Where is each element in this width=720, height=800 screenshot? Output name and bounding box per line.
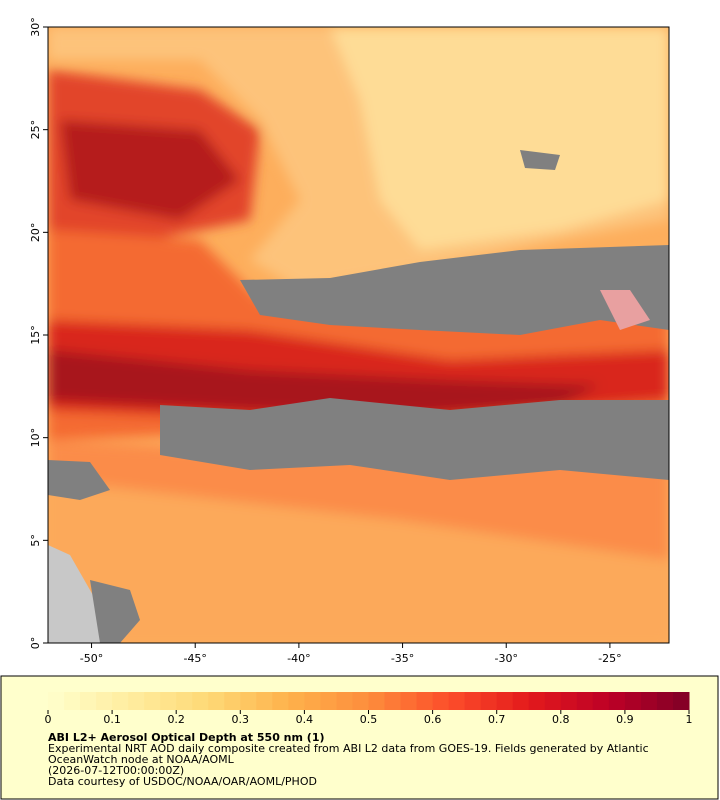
colorbar-step xyxy=(368,692,386,710)
colorbar-step xyxy=(656,692,674,710)
colorbar-tick-label: 1 xyxy=(686,713,693,726)
colorbar-step xyxy=(432,692,450,710)
colorbar-step xyxy=(640,692,658,710)
colorbar-step xyxy=(592,692,610,710)
colorbar-step xyxy=(336,692,353,710)
y-tick-label: 20° xyxy=(29,223,42,243)
colorbar-tick-label: 0.8 xyxy=(552,713,570,726)
colorbar-step xyxy=(480,692,498,710)
colorbar-step xyxy=(80,692,97,710)
colorbar-step xyxy=(272,692,289,710)
colorbar-step xyxy=(64,692,81,710)
colorbar-step xyxy=(464,692,482,710)
y-tick-label: 25° xyxy=(29,120,42,140)
colorbar-step xyxy=(304,692,321,710)
colorbar-step xyxy=(528,692,546,710)
colorbar-tick-label: 0.5 xyxy=(360,713,378,726)
x-tick-label: -25° xyxy=(598,652,621,665)
colorbar-step xyxy=(416,692,434,710)
colorbar-step xyxy=(320,692,337,710)
y-tick-label: 15° xyxy=(29,325,42,345)
caption-date: (2026-07-12T00:00:00Z) xyxy=(48,764,185,777)
colorbar-tick-label: 0.2 xyxy=(167,713,185,726)
colorbar-step xyxy=(496,692,514,710)
colorbar-step xyxy=(576,692,594,710)
colorbar-step xyxy=(384,692,402,710)
x-tick-label: -45° xyxy=(183,652,206,665)
y-tick-label: 30° xyxy=(29,17,42,37)
colorbar-tick-label: 0.6 xyxy=(424,713,442,726)
caption: ABI L2+ Aerosol Optical Depth at 550 nm … xyxy=(48,732,698,787)
colorbar-step xyxy=(144,692,161,710)
colorbar-step xyxy=(400,692,418,710)
colorbar-step xyxy=(608,692,626,710)
colorbar-step xyxy=(208,692,225,710)
axes: -50° -45° -40° -35° -30° -25° 0° 5° 10° 15° 20° 25°… xyxy=(29,17,693,726)
caption-description: Experimental NRT AOD daily composite cre… xyxy=(48,742,649,766)
colorbar-tick-label: 0.4 xyxy=(296,713,314,726)
colorbar-step xyxy=(192,692,209,710)
colorbar-step xyxy=(544,692,562,710)
colorbar-step xyxy=(128,692,145,710)
colorbar-step xyxy=(48,692,65,710)
colorbar-step xyxy=(672,692,690,710)
colorbar-tick-label: 0.7 xyxy=(488,713,506,726)
colorbar-tick-label: 0.9 xyxy=(616,713,634,726)
x-tick-label: -50° xyxy=(80,652,103,665)
x-tick-label: -35° xyxy=(391,652,414,665)
colorbar-step xyxy=(96,692,113,710)
caption-credit: Data courtesy of USDOC/NOAA/OAR/AOML/PHO… xyxy=(48,775,317,788)
caption-title: ABI L2+ Aerosol Optical Depth at 550 nm … xyxy=(48,731,325,744)
colorbar-step xyxy=(256,692,273,710)
colorbar-step xyxy=(560,692,578,710)
colorbar-step xyxy=(512,692,530,710)
colorbar-step xyxy=(624,692,642,710)
colorbar-step xyxy=(224,692,241,710)
colorbar-step xyxy=(160,692,177,710)
y-tick-label: 0° xyxy=(29,637,42,650)
aod-field xyxy=(48,27,669,643)
colorbar-tick-label: 0 xyxy=(45,713,52,726)
colorbar-step xyxy=(176,692,193,710)
colorbar-step xyxy=(112,692,129,710)
y-tick-label: 10° xyxy=(29,428,42,448)
colorbar-step xyxy=(240,692,257,710)
colorbar-step xyxy=(288,692,305,710)
y-tick-label: 5° xyxy=(29,534,42,547)
colorbar-tick-label: 0.3 xyxy=(232,713,250,726)
x-tick-label: -30° xyxy=(494,652,517,665)
colorbar-step xyxy=(352,692,369,710)
colorbar-tick-label: 0.1 xyxy=(103,713,121,726)
x-tick-label: -40° xyxy=(287,652,310,665)
colorbar-step xyxy=(448,692,466,710)
